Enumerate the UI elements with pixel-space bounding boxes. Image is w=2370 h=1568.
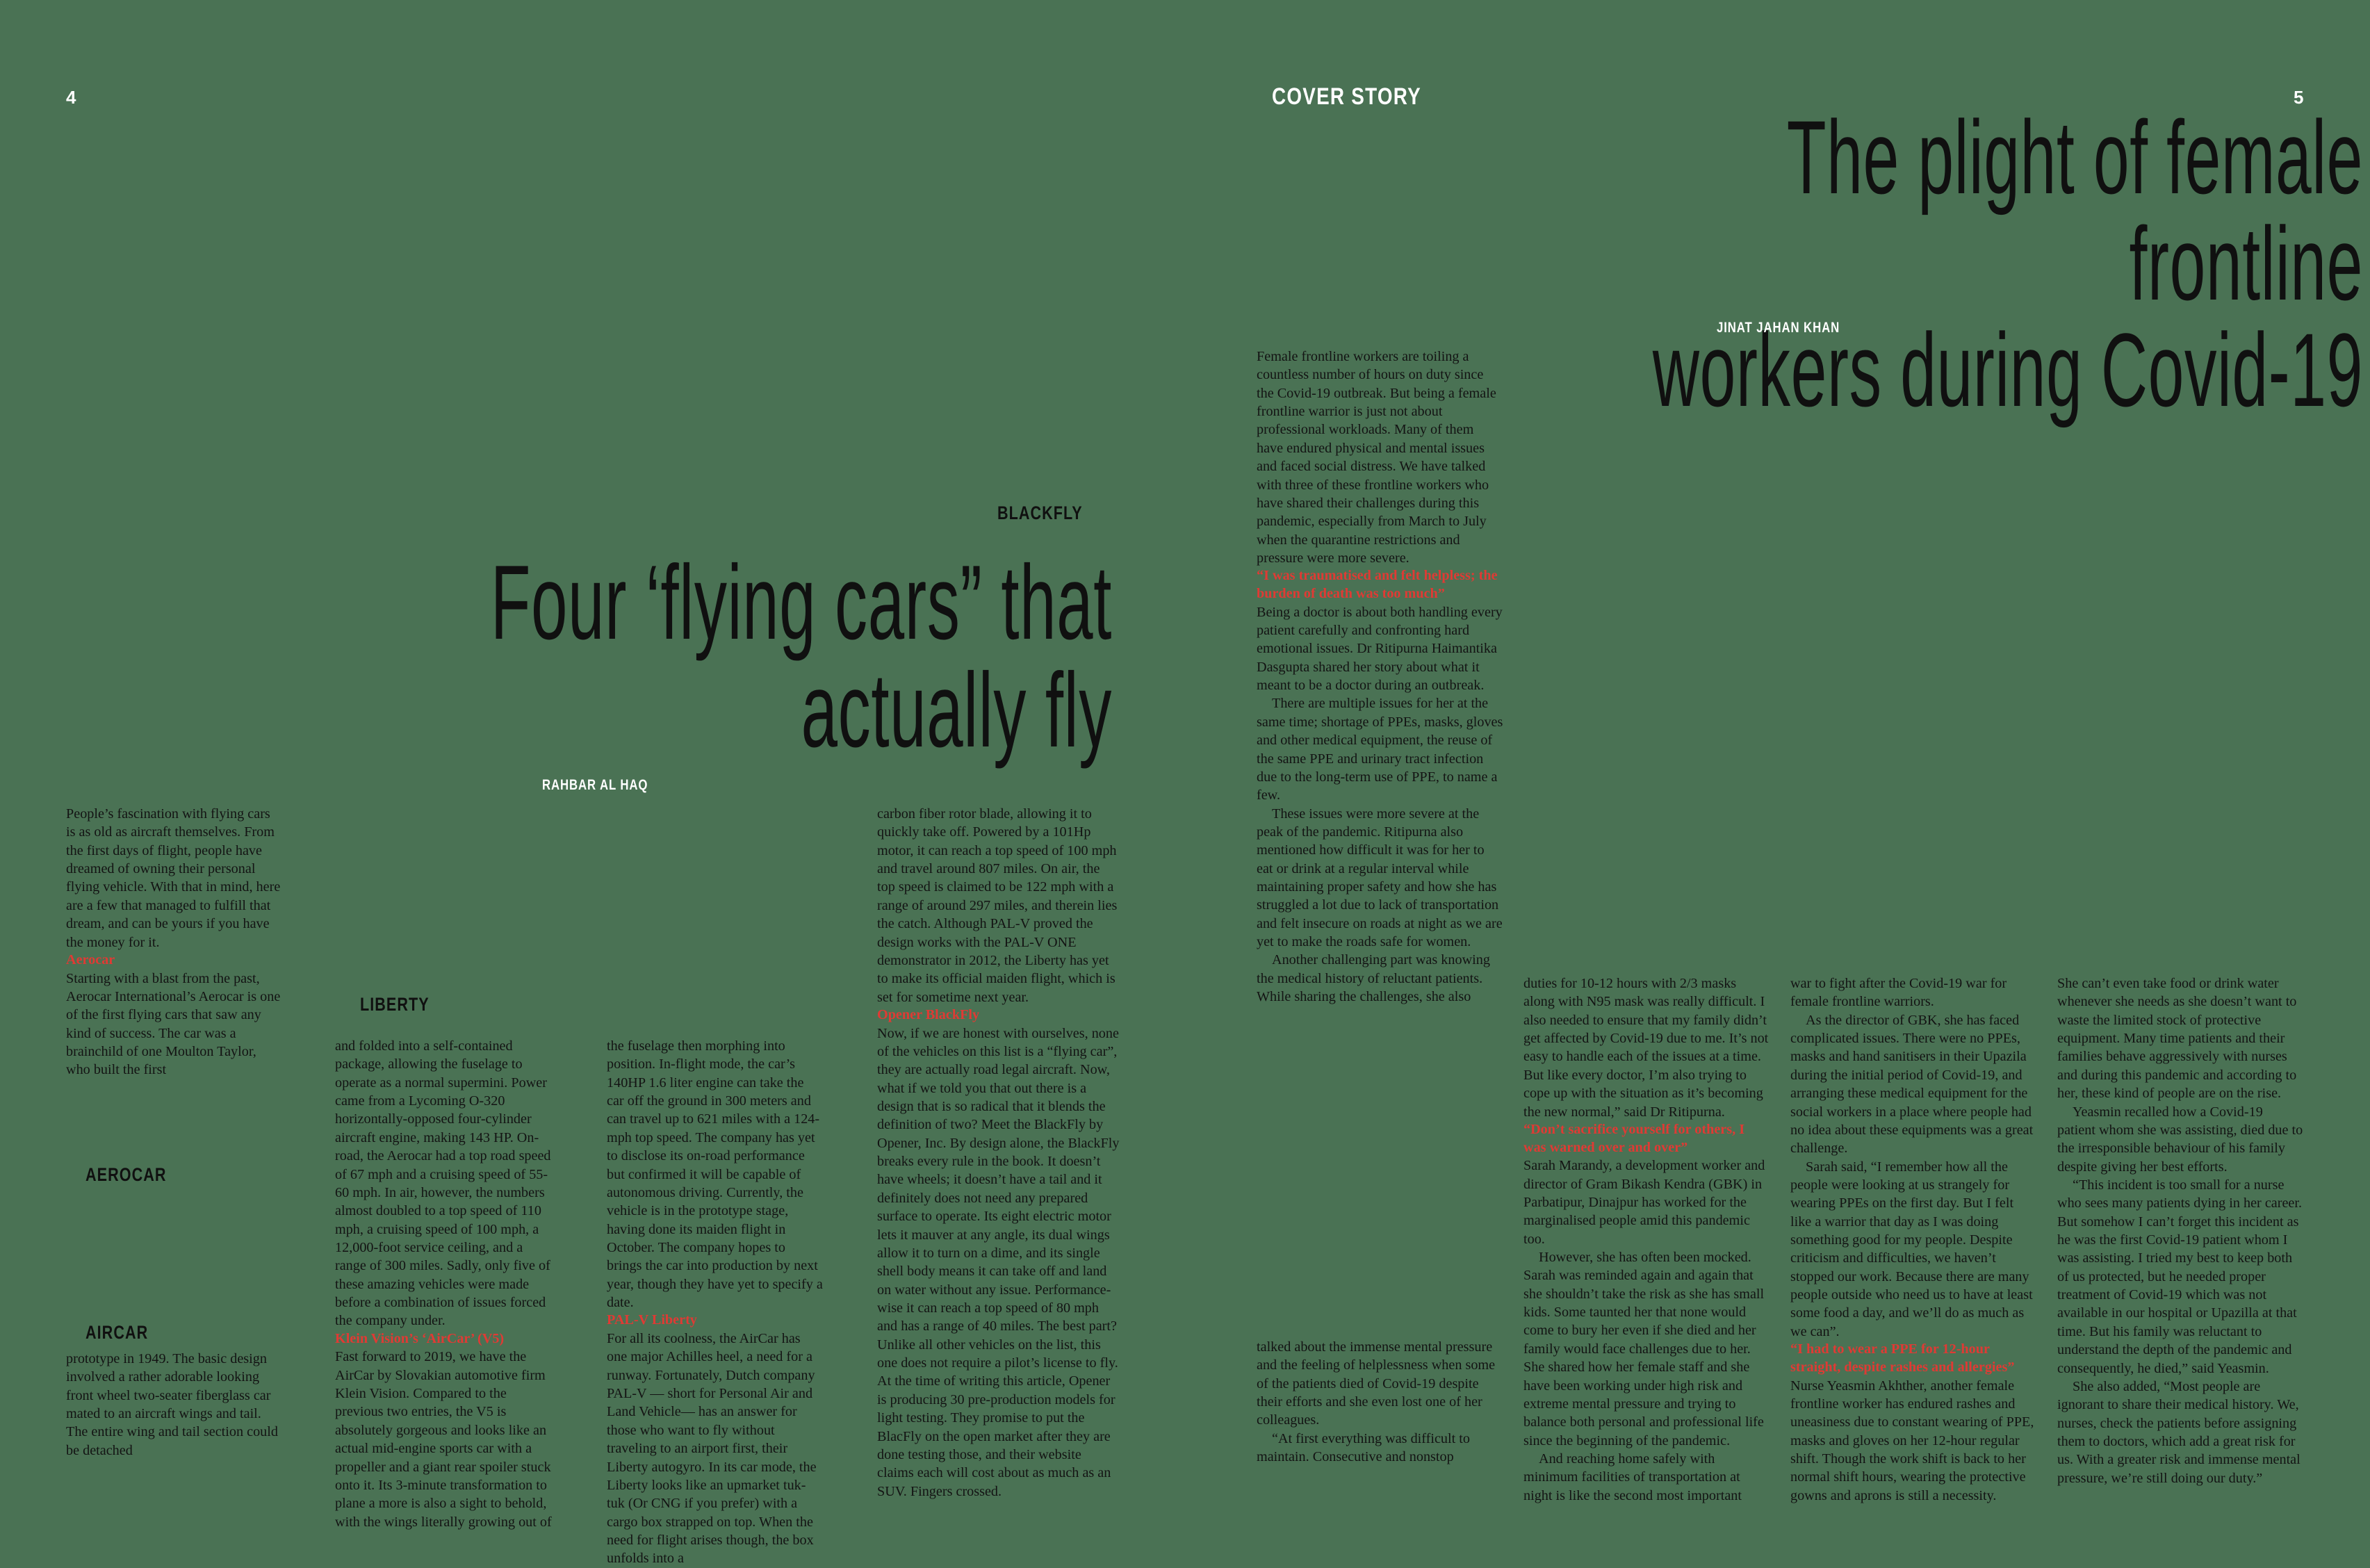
subheading-traumatised: “I was traumatised and felt helpless; th… [1257, 568, 1498, 601]
right-byline: JINAT JAHAN KHAN [1717, 320, 1840, 336]
subheading-dont-sacrifice: “Don’t sacrifice yourself for others, I … [1523, 1121, 1745, 1155]
right-col1: Female frontline workers are toiling a c… [1257, 348, 1503, 1006]
paragraph: war to fight after the Covid-19 war for … [1790, 976, 2007, 1010]
paragraph: However, she has often been mocked. Sara… [1523, 1249, 1765, 1448]
left-col3: the fuselage then morphing into position… [607, 1037, 824, 1568]
paragraph: These issues were more severe at the pea… [1257, 806, 1503, 950]
right-col4: She can’t even take food or drink water … [2057, 974, 2304, 1487]
left-page: 4 BLACKFLY Four ‘flying cars” that actua… [0, 0, 1185, 1566]
paragraph: Fast forward to 2019, we have the AirCar… [335, 1349, 552, 1530]
left-col4: carbon fiber rotor blade, allowing it to… [877, 805, 1120, 1501]
paragraph: Sarah said, “I remember how all the peop… [1790, 1159, 2033, 1339]
paragraph: the fuselage then morphing into position… [607, 1038, 823, 1311]
cover-story-kicker: COVER STORY [1272, 83, 1421, 110]
photo-label-liberty: LIBERTY [360, 994, 430, 1015]
right-col2: duties for 10-12 hours with 2/3 masks al… [1523, 974, 1770, 1505]
subheading-aircar-v5: Klein Vision’s ‘AirCar’ (V5) [335, 1330, 505, 1346]
page-number-left: 4 [66, 87, 76, 108]
paragraph: Another challenging part was knowing the… [1257, 952, 1490, 1005]
left-col1-bottom: prototype in 1949. The basic design invo… [66, 1350, 281, 1460]
left-headline: Four ‘flying cars” that actually fly [490, 544, 1112, 770]
left-col1-top: People’s fascination with flying cars is… [66, 805, 281, 1079]
subheading-pal-v-liberty: PAL-V Liberty [607, 1312, 697, 1328]
photo-label-aircar: AIRCAR [85, 1322, 149, 1343]
paragraph: There are multiple issues for her at the… [1257, 696, 1503, 803]
paragraph: prototype in 1949. The basic design invo… [66, 1351, 278, 1458]
paragraph: She also added, “Most people are ignoran… [2057, 1378, 2300, 1486]
photo-label-blackfly: BLACKFLY [997, 503, 1083, 523]
paragraph: Sarah Marandy, a development worker and … [1523, 1158, 1765, 1247]
paragraph: and folded into a self-contained package… [335, 1038, 551, 1329]
left-byline: RAHBAR AL HAQ [542, 777, 648, 793]
paragraph: Nurse Yeasmin Akhther, another female fr… [1790, 1378, 2034, 1503]
paragraph: duties for 10-12 hours with 2/3 masks al… [1523, 976, 1769, 1120]
paragraph: Now, if we are honest with ourselves, no… [877, 1025, 1120, 1499]
subheading-aerocar: Aerocar [66, 952, 115, 967]
paragraph: People’s fascination with flying cars is… [66, 806, 281, 950]
paragraph: Being a doctor is about both handling ev… [1257, 604, 1503, 694]
right-col1-bottom: talked about the immense mental pressure… [1257, 1338, 1503, 1467]
paragraph: Yeasmin recalled how a Covid-19 patient … [2057, 1104, 2303, 1175]
paragraph: Starting with a blast from the past, Aer… [66, 970, 281, 1078]
subheading-opener-blackfly: Opener BlackFly [877, 1006, 980, 1022]
paragraph: “This incident is too small for a nurse … [2057, 1177, 2303, 1376]
paragraph: As the director of GBK, she has faced co… [1790, 1012, 2034, 1157]
right-page: 5 [1185, 0, 2370, 1508]
paragraph: And reaching home safely with minimum fa… [1523, 1451, 1742, 1503]
paragraph: carbon fiber rotor blade, allowing it to… [877, 806, 1118, 1005]
left-col2: and folded into a self-contained package… [335, 1037, 552, 1531]
paragraph: She can’t even take food or drink water … [2057, 976, 2297, 1102]
photo-label-aerocar: AEROCAR [85, 1164, 167, 1185]
paragraph: “At first everything was difficult to ma… [1257, 1430, 1470, 1465]
right-headline: The plight of female frontline workers d… [1652, 99, 2363, 428]
paragraph: talked about the immense mental pressure… [1257, 1339, 1496, 1428]
paragraph: For all its coolness, the AirCar has one… [607, 1331, 817, 1567]
subheading-ppe-12-hour: “I had to wear a PPE for 12-hour straigh… [1790, 1341, 2015, 1375]
paragraph: Female frontline workers are toiling a c… [1257, 349, 1496, 566]
right-col3: war to fight after the Covid-19 war for … [1790, 974, 2037, 1505]
page-number-right: 5 [2294, 87, 2304, 108]
